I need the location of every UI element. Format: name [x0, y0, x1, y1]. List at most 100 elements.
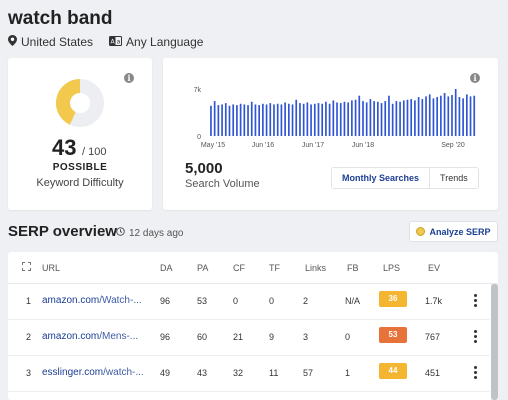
volume-bar: [221, 104, 223, 136]
volume-bar: [402, 100, 405, 136]
volume-bar: [365, 102, 368, 136]
volume-bar: [406, 99, 409, 136]
volume-bar: [273, 104, 275, 136]
difficulty-gauge: [56, 79, 104, 127]
lps-badge: 53: [379, 327, 407, 343]
result-domain: amazon.com: [42, 295, 100, 306]
more-options-icon[interactable]: [473, 294, 477, 308]
tab-monthly-searches[interactable]: Monthly Searches: [332, 168, 431, 188]
column-tf[interactable]: TF: [269, 263, 280, 273]
volume-bar: [254, 104, 257, 136]
result-url-link[interactable]: amazon.com/Mens-...: [42, 331, 138, 342]
volume-bar: [454, 89, 457, 136]
volume-bar: [354, 99, 357, 136]
serp-table: URL DA PA CF TF Links FB LPS EV 1 96 53 0 0 2…: [8, 252, 498, 400]
difficulty-score: 43: [52, 135, 77, 160]
volume-bar: [358, 95, 361, 136]
volume-bar: [269, 103, 272, 136]
difficulty-level: POSSIBLE: [52, 162, 108, 173]
volume-bar: [224, 103, 227, 136]
column-da[interactable]: DA: [160, 263, 173, 273]
volume-bar: [247, 105, 249, 136]
volume-bar: [395, 101, 398, 136]
volume-bar: [262, 103, 264, 136]
column-cf[interactable]: CF: [233, 263, 245, 273]
column-url[interactable]: URL: [42, 263, 61, 273]
volume-bar: [384, 101, 387, 136]
volume-bar: [210, 105, 212, 136]
info-icon[interactable]: i: [124, 73, 134, 83]
cell-links: 2: [303, 296, 309, 306]
volume-bar: [332, 100, 335, 136]
column-ev[interactable]: EV: [428, 263, 441, 273]
volume-bar: [313, 103, 316, 136]
volume-bar: [369, 99, 372, 136]
expand-icon[interactable]: [22, 262, 31, 273]
svg-text:A: A: [110, 39, 115, 46]
volume-bar: [317, 103, 320, 136]
table-row[interactable]: 1 96 53 0 0 2 N/A 1.7k amazon.com/Watch-... 36: [8, 284, 490, 320]
volume-bar: [236, 105, 238, 136]
volume-bar: [473, 95, 476, 136]
volume-bar: [239, 103, 242, 136]
language-text: Any Language: [126, 35, 204, 49]
cell-cf: 21: [233, 332, 244, 342]
x-tick-label: Sep '20: [441, 142, 465, 149]
result-url-link[interactable]: esslinger.com/watch-...: [42, 367, 144, 378]
lps-badge: 44: [379, 363, 407, 379]
volume-bar: [440, 95, 442, 136]
volume-bar: [280, 104, 283, 136]
analyze-serp-button[interactable]: Analyze SERP: [409, 221, 498, 242]
info-icon[interactable]: i: [470, 73, 480, 83]
more-options-icon[interactable]: [473, 366, 477, 380]
serp-age-text: 12 days ago: [129, 227, 184, 239]
cell-cf: 32: [233, 368, 244, 378]
table-row[interactable]: 3 49 43 32 11 57 1 451 esslinger.com/watch-... 44: [8, 356, 490, 392]
table-row[interactable]: 2 96 60 21 9 3 0 767 amazon.com/Mens-... 53: [8, 320, 490, 356]
keyword-difficulty-card: i 43 / 100 POSSIBLE Keyword Difficulty: [8, 58, 152, 210]
volume-bar: [465, 94, 468, 136]
volume-bar: [362, 101, 364, 136]
volume-bar: [291, 104, 294, 136]
cell-da: 49: [160, 368, 171, 378]
volume-bar: [302, 103, 305, 136]
cell-fb: N/A: [345, 296, 361, 306]
tab-trends[interactable]: Trends: [440, 173, 468, 183]
result-url-link[interactable]: amazon.com/Watch-...: [42, 295, 142, 306]
volume-bar: [306, 102, 309, 136]
cell-rank: 3: [26, 368, 32, 378]
table-scrollbar[interactable]: [491, 284, 498, 400]
more-options-icon[interactable]: [473, 330, 477, 344]
result-domain: esslinger.com: [42, 367, 104, 378]
cell-cf: 0: [233, 296, 239, 306]
volume-bar: [336, 102, 338, 136]
volume-bar: [373, 101, 375, 136]
column-pa[interactable]: PA: [197, 263, 209, 273]
column-lps[interactable]: LPS: [383, 263, 401, 273]
x-tick-label: Jun '16: [252, 142, 274, 149]
column-fb[interactable]: FB: [347, 263, 359, 273]
volume-bar: [243, 104, 246, 136]
column-links[interactable]: Links: [305, 263, 327, 273]
analyze-serp-label: Analyze SERP: [429, 226, 491, 237]
lps-badge: 36: [379, 291, 407, 307]
location-pin-icon: [8, 35, 17, 49]
volume-bar: [447, 96, 450, 136]
cell-rank: 1: [26, 296, 32, 306]
cell-ev: 451: [425, 368, 441, 378]
cell-pa: 43: [197, 368, 208, 378]
result-path: /Mens-...: [99, 331, 139, 342]
svg-text:a: a: [117, 39, 121, 46]
volume-tabs: Monthly Searches Trends: [331, 167, 479, 189]
cell-pa: 53: [197, 296, 208, 306]
volume-bar: [287, 103, 290, 136]
scrollbar-thumb[interactable]: [491, 284, 498, 400]
volume-bar: [258, 105, 260, 136]
volume-bar: [217, 105, 220, 136]
y-tick-label: 7k: [194, 87, 202, 94]
volume-bar: [391, 103, 394, 136]
volume-bar: [388, 95, 390, 136]
volume-bar: [310, 104, 312, 136]
cell-tf: 11: [269, 368, 279, 378]
result-domain: amazon.com: [42, 331, 100, 342]
